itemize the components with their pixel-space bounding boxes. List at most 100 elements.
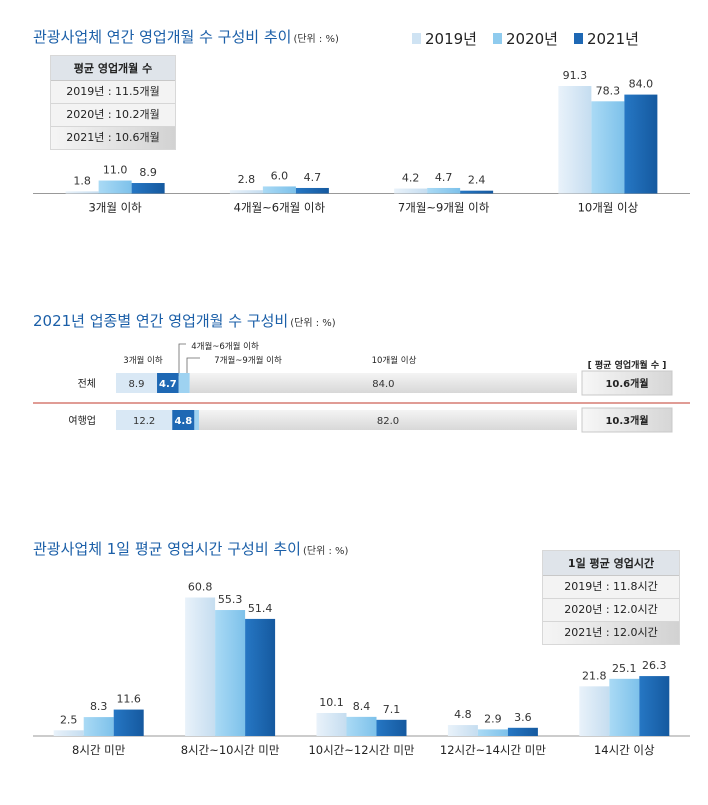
chart3-bar <box>53 730 84 736</box>
chart3-bar <box>83 717 114 736</box>
chart1-data-label: 4.7 <box>304 171 322 184</box>
chart2-leader-line <box>178 343 186 376</box>
chart2-average-header: [ 평균 영업개월 수 ] <box>588 359 667 371</box>
chart3-data-label: 7.1 <box>383 703 401 716</box>
section3-title: 관광사업체 1일 평균 영업시간 구성비 추이 (단위 : %) <box>33 538 348 559</box>
chart2-segment <box>172 410 195 430</box>
section1-title-text: 관광사업체 연간 영업개월 수 구성비 추이 <box>33 28 292 46</box>
chart2-average-box <box>581 407 673 433</box>
section3-unit: (단위 : %) <box>303 546 349 557</box>
legend-swatch-2020 <box>492 33 502 44</box>
chart3-data-label: 25.1 <box>612 662 637 675</box>
section3-infobox-header: 1일 평균 영업시간 <box>543 551 679 576</box>
chart1-bar <box>394 188 428 194</box>
chart1-bar <box>295 187 329 194</box>
chart3-bar <box>376 719 407 736</box>
chart3-data-label: 51.4 <box>248 602 273 615</box>
chart1-data-label: 11.0 <box>103 164 128 177</box>
chart3-data-label: 10.1 <box>319 696 344 709</box>
chart3-data-label: 2.9 <box>484 712 502 725</box>
chart3-bar <box>639 676 670 736</box>
chart3-bar <box>215 610 246 736</box>
chart2-row-label: 전체 <box>78 378 96 390</box>
chart1-bar <box>98 180 132 194</box>
chart1-data-label: 2.8 <box>238 173 256 186</box>
chart1-data-label: 84.0 <box>629 78 654 91</box>
chart3-data-label: 21.8 <box>582 669 607 682</box>
section3-infobox-row: 2021년 : 12.0시간 <box>543 622 679 644</box>
legend-item-2021: 2021년 <box>573 28 639 49</box>
chart3-category-label: 14시간 이상 <box>594 743 655 757</box>
chart3-bar <box>507 727 538 736</box>
section3-infobox-row: 2019년 : 11.8시간 <box>543 576 679 599</box>
chart3-bar <box>113 709 144 736</box>
chart1-bar <box>427 187 461 194</box>
chart2-average-value: 10.3개월 <box>605 414 648 427</box>
chart3-bar <box>346 716 377 736</box>
chart1-bar <box>262 186 296 194</box>
chart2-segment <box>198 410 578 430</box>
section3-infobox-row: 2020년 : 12.0시간 <box>543 599 679 622</box>
section2-title: 2021년 업종별 연간 영업개월 수 구성비 (단위 : %) <box>33 310 336 331</box>
legend-label-2020: 2020년 <box>505 30 558 48</box>
legend: 2019년 2020년 2021년 <box>412 28 639 49</box>
chart1-data-label: 78.3 <box>596 84 621 97</box>
chart2-segment-label: 4개월~6개월 이하 <box>191 341 259 352</box>
chart1-data-label: 4.2 <box>402 172 420 185</box>
chart3-data-label: 8.3 <box>90 700 108 713</box>
chart2-leader-line <box>186 357 200 376</box>
chart1-data-label: 6.0 <box>271 169 289 182</box>
chart2-segment <box>189 373 577 393</box>
section1-infobox-row: 2019년 : 11.5개월 <box>51 81 175 104</box>
chart2-average-box <box>581 370 673 396</box>
chart2-segment <box>194 410 199 430</box>
chart2-segment <box>157 373 179 393</box>
chart1-data-label: 2.4 <box>468 174 486 187</box>
chart1-bar <box>624 94 658 194</box>
chart3-bar <box>245 618 276 736</box>
legend-label-2021: 2021년 <box>586 30 639 48</box>
chart3-bar <box>447 725 478 736</box>
chart3-bar <box>609 678 640 736</box>
chart3-data-label: 2.5 <box>60 713 78 726</box>
legend-label-2019: 2019년 <box>425 30 477 48</box>
chart1-bar <box>65 191 99 194</box>
chart3-category-label: 8시간 미만 <box>72 743 126 757</box>
section2-unit: (단위 : %) <box>290 318 336 329</box>
chart2-segment-value: 4.8 <box>174 416 192 427</box>
section2-title-text: 2021년 업종별 연간 영업개월 수 구성비 <box>33 312 289 330</box>
chart3-data-label: 8.4 <box>353 700 371 713</box>
chart2-segment-value: 4.7 <box>159 379 177 390</box>
section3-infobox: 1일 평균 영업시간 2019년 : 11.8시간 2020년 : 12.0시간… <box>542 550 680 645</box>
section1-infobox-header: 평균 영업개월 수 <box>51 56 175 81</box>
section1-infobox-row: 2021년 : 10.6개월 <box>51 127 175 149</box>
chart1-bar <box>131 183 165 194</box>
chart1-category-label: 3개월 이하 <box>88 201 142 215</box>
chart2-segment <box>116 410 173 430</box>
section1-unit: (단위 : %) <box>293 34 339 45</box>
legend-swatch-2019 <box>412 33 421 44</box>
chart1-bar <box>460 190 494 194</box>
chart3-data-label: 3.6 <box>514 711 532 724</box>
chart3-data-label: 26.3 <box>642 659 667 672</box>
chart1-data-label: 1.8 <box>73 174 91 187</box>
chart3-bar <box>316 712 347 736</box>
chart2-segment <box>178 373 190 393</box>
chart3-data-label: 60.8 <box>188 581 213 594</box>
chart3-category-label: 10시간~12시간 미만 <box>308 743 414 757</box>
section1-infobox: 평균 영업개월 수 2019년 : 11.5개월 2020년 : 10.2개월 … <box>50 55 176 150</box>
chart2-segment-value: 82.0 <box>377 416 399 427</box>
chart3-category-label: 8시간~10시간 미만 <box>181 743 280 757</box>
chart1-data-label: 8.9 <box>139 166 157 179</box>
chart1-bar <box>558 86 592 194</box>
chart3-bar <box>579 686 610 736</box>
chart2-segment-label: 3개월 이하 <box>123 355 163 366</box>
legend-swatch-2021 <box>573 33 583 44</box>
chart2-segment-label: 10개월 이상 <box>372 355 417 366</box>
chart1-category-label: 10개월 이상 <box>578 201 639 215</box>
chart2-segment <box>116 373 158 393</box>
chart1-bar <box>591 101 625 194</box>
chart1-bar <box>229 190 263 194</box>
chart1-category-label: 7개월~9개월 이하 <box>398 201 490 215</box>
